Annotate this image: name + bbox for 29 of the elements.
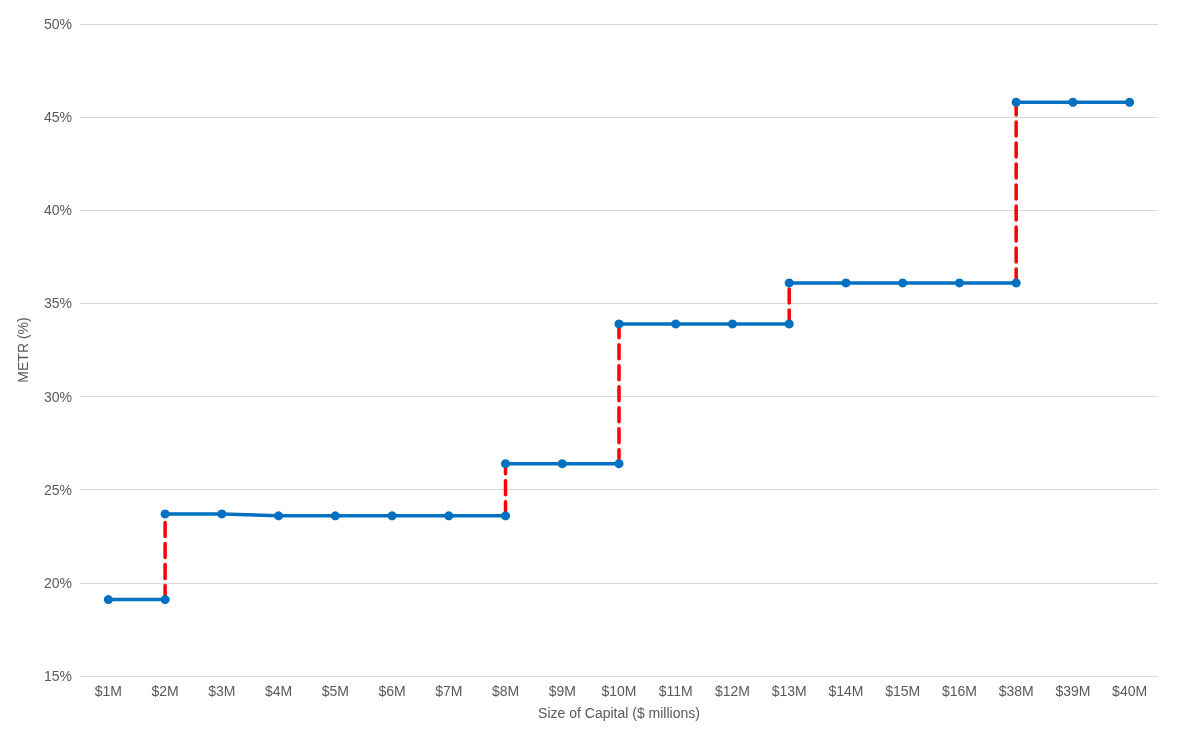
x-tick-label: $40M — [1112, 683, 1148, 699]
x-tick-label: $1M — [94, 683, 122, 699]
y-tick-label: 30% — [43, 388, 72, 405]
x-tick-label: $9M — [548, 683, 576, 699]
x-tick-label: $7M — [435, 683, 463, 699]
y-tick-label: 50% — [43, 16, 72, 32]
x-tick-label: $11M — [658, 683, 693, 699]
x-tick-label: $38M — [998, 683, 1034, 699]
x-tick-label: $10M — [601, 683, 637, 699]
y-tick-label: 45% — [43, 109, 72, 126]
x-tick-label: $16M — [941, 683, 977, 699]
x-tick-label: $8M — [491, 683, 520, 699]
y-tick-label: 20% — [43, 574, 72, 591]
y-tick-label: 25% — [43, 481, 72, 498]
x-tick-label: $3M — [208, 683, 236, 699]
x-tick-label: $4M — [264, 683, 293, 699]
x-tick-label: $12M — [714, 683, 750, 699]
x-axis-title: Size of Capital ($ millions) — [538, 705, 700, 721]
y-tick-label: 35% — [43, 295, 72, 312]
x-tick-label: $15M — [885, 683, 921, 699]
y-tick-label: 40% — [43, 202, 72, 219]
x-tick-label: $5M — [321, 683, 349, 699]
x-tick-label: $6M — [378, 683, 406, 699]
y-axis-title: METR (%) — [15, 317, 31, 383]
y-tick-label: 15% — [43, 668, 72, 684]
x-tick-label: $13M — [771, 683, 807, 699]
x-tick-label: $39M — [1055, 683, 1091, 699]
x-tick-label: $2M — [151, 683, 179, 699]
x-tick-label: $14M — [828, 683, 864, 699]
